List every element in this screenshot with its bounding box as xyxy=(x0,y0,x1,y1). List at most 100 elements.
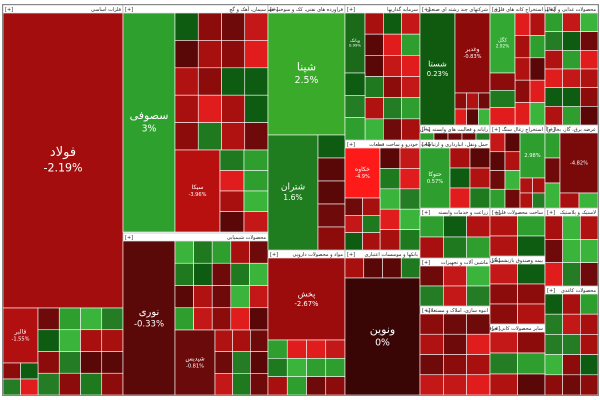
stock-tile xyxy=(504,132,521,153)
sector-header-text: زراعت و خدمات وابسته [+] xyxy=(422,210,489,216)
sector-header-text: ماشین آلات و تجهیزات [+] xyxy=(422,259,488,266)
stock-tile xyxy=(489,12,516,74)
stock-tile xyxy=(250,373,269,396)
stock-tile xyxy=(214,373,233,396)
stock-symbol: نوری xyxy=(139,307,160,318)
stock-tile xyxy=(419,313,444,335)
stock-tile xyxy=(249,262,269,286)
stock-tile xyxy=(443,374,467,396)
sector-title: محصولات غذایی و آشامیدنی xyxy=(537,6,597,13)
sector-header-text: استخراج زغال سنگ[+] xyxy=(492,126,543,133)
sector-header-text: سیمان، آهک و گچ [+] xyxy=(125,6,266,13)
stock-change: -2.19% xyxy=(43,161,82,174)
stock-tile xyxy=(580,239,599,263)
stock-tile xyxy=(37,372,60,396)
stock-tile xyxy=(489,263,518,285)
stock-tile xyxy=(317,134,346,159)
stock-tile xyxy=(466,313,491,335)
stock-tile xyxy=(80,372,103,396)
stock-change: 1.6% xyxy=(283,193,302,202)
stock-change: 2.98% xyxy=(524,153,540,159)
stock-tile xyxy=(383,118,402,141)
stock-tile xyxy=(469,167,491,189)
stock-tile xyxy=(544,313,563,335)
stock-tile xyxy=(197,67,222,96)
stock-tile xyxy=(580,215,599,240)
stock-tile xyxy=(317,157,346,182)
stock-symbol: خکاوه xyxy=(355,166,370,173)
stock-tile xyxy=(466,236,491,259)
stock-tile xyxy=(544,106,563,126)
stock-tile xyxy=(562,239,581,263)
stock-tile xyxy=(419,265,444,287)
stock-tile xyxy=(2,307,39,364)
stock-tile xyxy=(344,215,363,233)
stock-tile xyxy=(489,373,518,396)
stock-tile xyxy=(244,67,269,96)
sector-title: خودرو و ساخت قطعات xyxy=(369,142,418,148)
expand-button: [+] xyxy=(547,7,555,13)
stock-tile xyxy=(443,333,467,355)
sector-header-text: رایانه و فعالیت های وابسته به آن[+] xyxy=(420,126,489,133)
expand-button: [+] xyxy=(422,7,430,13)
stock-tile xyxy=(249,285,269,309)
stock-tile xyxy=(580,31,599,51)
expand-button: [+] xyxy=(5,7,13,13)
stock-tile xyxy=(399,188,421,210)
sector-header-text: مواد و محصولات دارویی [+] xyxy=(270,252,343,258)
stock-tile xyxy=(562,313,581,335)
sector-header-text: محصولات شیمیایی [+] xyxy=(125,235,266,241)
stock-tile xyxy=(174,285,194,309)
sector-header-text: بیمه وصندوق بازنشستگی[+] xyxy=(490,257,543,264)
stock-tile xyxy=(562,215,581,240)
stock-tile xyxy=(20,378,39,396)
stock-tile xyxy=(489,151,506,171)
stock-tile xyxy=(197,40,222,69)
stock-tile xyxy=(580,87,599,107)
sector-title: لاستیک و پلاستیک xyxy=(560,210,596,216)
sector-title: استخراج کانه های فلزی xyxy=(494,7,543,13)
stock-tile xyxy=(249,240,269,264)
stock-tile xyxy=(101,372,124,396)
stock-tile xyxy=(489,188,506,209)
stock-tile xyxy=(174,94,199,123)
stock-tile xyxy=(449,147,471,169)
sector-header-text: خودرو و ساخت قطعات [+] xyxy=(347,142,418,148)
stock-tile xyxy=(37,307,60,331)
stock-symbol: شتران xyxy=(281,183,305,193)
expand-button: [+] xyxy=(547,210,555,216)
stock-tile xyxy=(419,12,456,126)
stock-tile xyxy=(419,333,444,355)
stock-tile xyxy=(211,240,232,264)
stock-tile xyxy=(443,285,467,307)
sector-header-text: شرکتهای چند رشته ای صنعتی[+] xyxy=(422,7,488,13)
stock-tile xyxy=(466,354,491,376)
stock-tile xyxy=(454,12,491,94)
stock-tile xyxy=(504,151,521,171)
stock-tile xyxy=(489,132,506,153)
stock-tile xyxy=(517,331,546,354)
stock-tile xyxy=(562,106,581,126)
stock-tile xyxy=(174,149,221,233)
stock-tile xyxy=(383,33,402,56)
stock-tile xyxy=(529,79,546,103)
stock-tile xyxy=(580,106,599,126)
stock-change: 2.5% xyxy=(295,75,319,86)
stock-tile xyxy=(580,68,599,88)
stock-tile xyxy=(2,362,21,380)
stock-tile xyxy=(101,351,124,374)
stock-tile xyxy=(221,67,246,96)
stock-tile xyxy=(383,76,402,98)
stock-tile xyxy=(37,351,60,374)
stock-tile xyxy=(101,329,124,352)
stock-tile xyxy=(362,232,381,251)
stock-tile xyxy=(344,117,366,141)
sector-title: زراعت و خدمات وابسته xyxy=(438,210,488,216)
stock-tile xyxy=(364,12,384,35)
stock-tile xyxy=(580,374,599,396)
stock-tile xyxy=(449,187,471,209)
stock-tile xyxy=(20,362,39,380)
sector-title: مواد و محصولات دارویی xyxy=(293,252,344,258)
stock-tile xyxy=(401,76,421,98)
stock-tile xyxy=(562,293,581,315)
